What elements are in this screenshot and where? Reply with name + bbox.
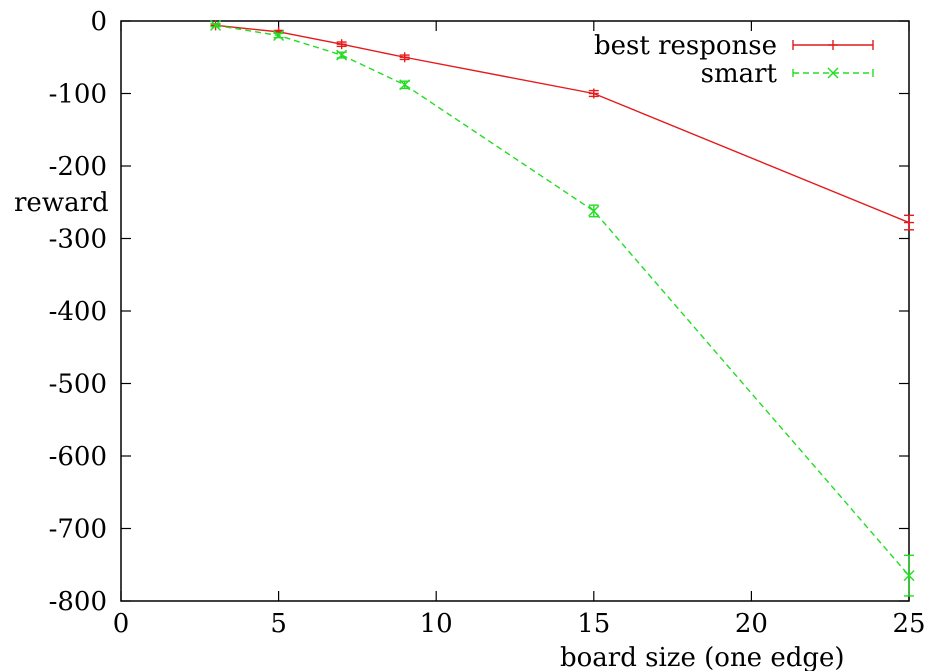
x-tick-label: 10 [420,609,453,639]
y-tick-label: -200 [49,152,107,182]
legend-marker [827,67,839,79]
x-tick-label: 5 [270,609,287,639]
x-tick-label: 15 [577,609,610,639]
series-line [215,24,910,224]
data-point [588,205,600,217]
data-point [273,30,285,41]
data-point [336,49,348,61]
x-tick-label: 0 [113,609,130,639]
y-tick-label: -600 [49,442,107,472]
data-point [903,570,915,582]
x-tick-label: 20 [735,609,768,639]
series-smart [210,19,915,597]
y-tick-label: -100 [49,80,107,110]
y-tick-label: -400 [49,297,107,327]
y-tick-label: -700 [49,515,107,545]
series-best-response [210,20,914,231]
series-layer [210,19,915,597]
x-tick-label: 25 [892,609,925,639]
y-tick-label: -300 [49,225,107,255]
data-point [399,79,411,91]
ticks-layer: 0 5 10 15 20 25 0 -100 -200 -300 -400 -500 -600 -700 -… [49,7,926,639]
y-tick-label: 0 [90,7,107,37]
legend-label: smart [701,59,778,89]
plot-frame [120,20,910,602]
y-tick-label: -500 [49,370,107,400]
x-axis-label: board size (one edge) [560,643,845,671]
y-tick-label: -800 [49,587,107,617]
data-point [210,19,222,31]
series-line [215,24,910,577]
legend-label: best response [594,31,777,61]
y-axis-label: reward [14,188,109,218]
